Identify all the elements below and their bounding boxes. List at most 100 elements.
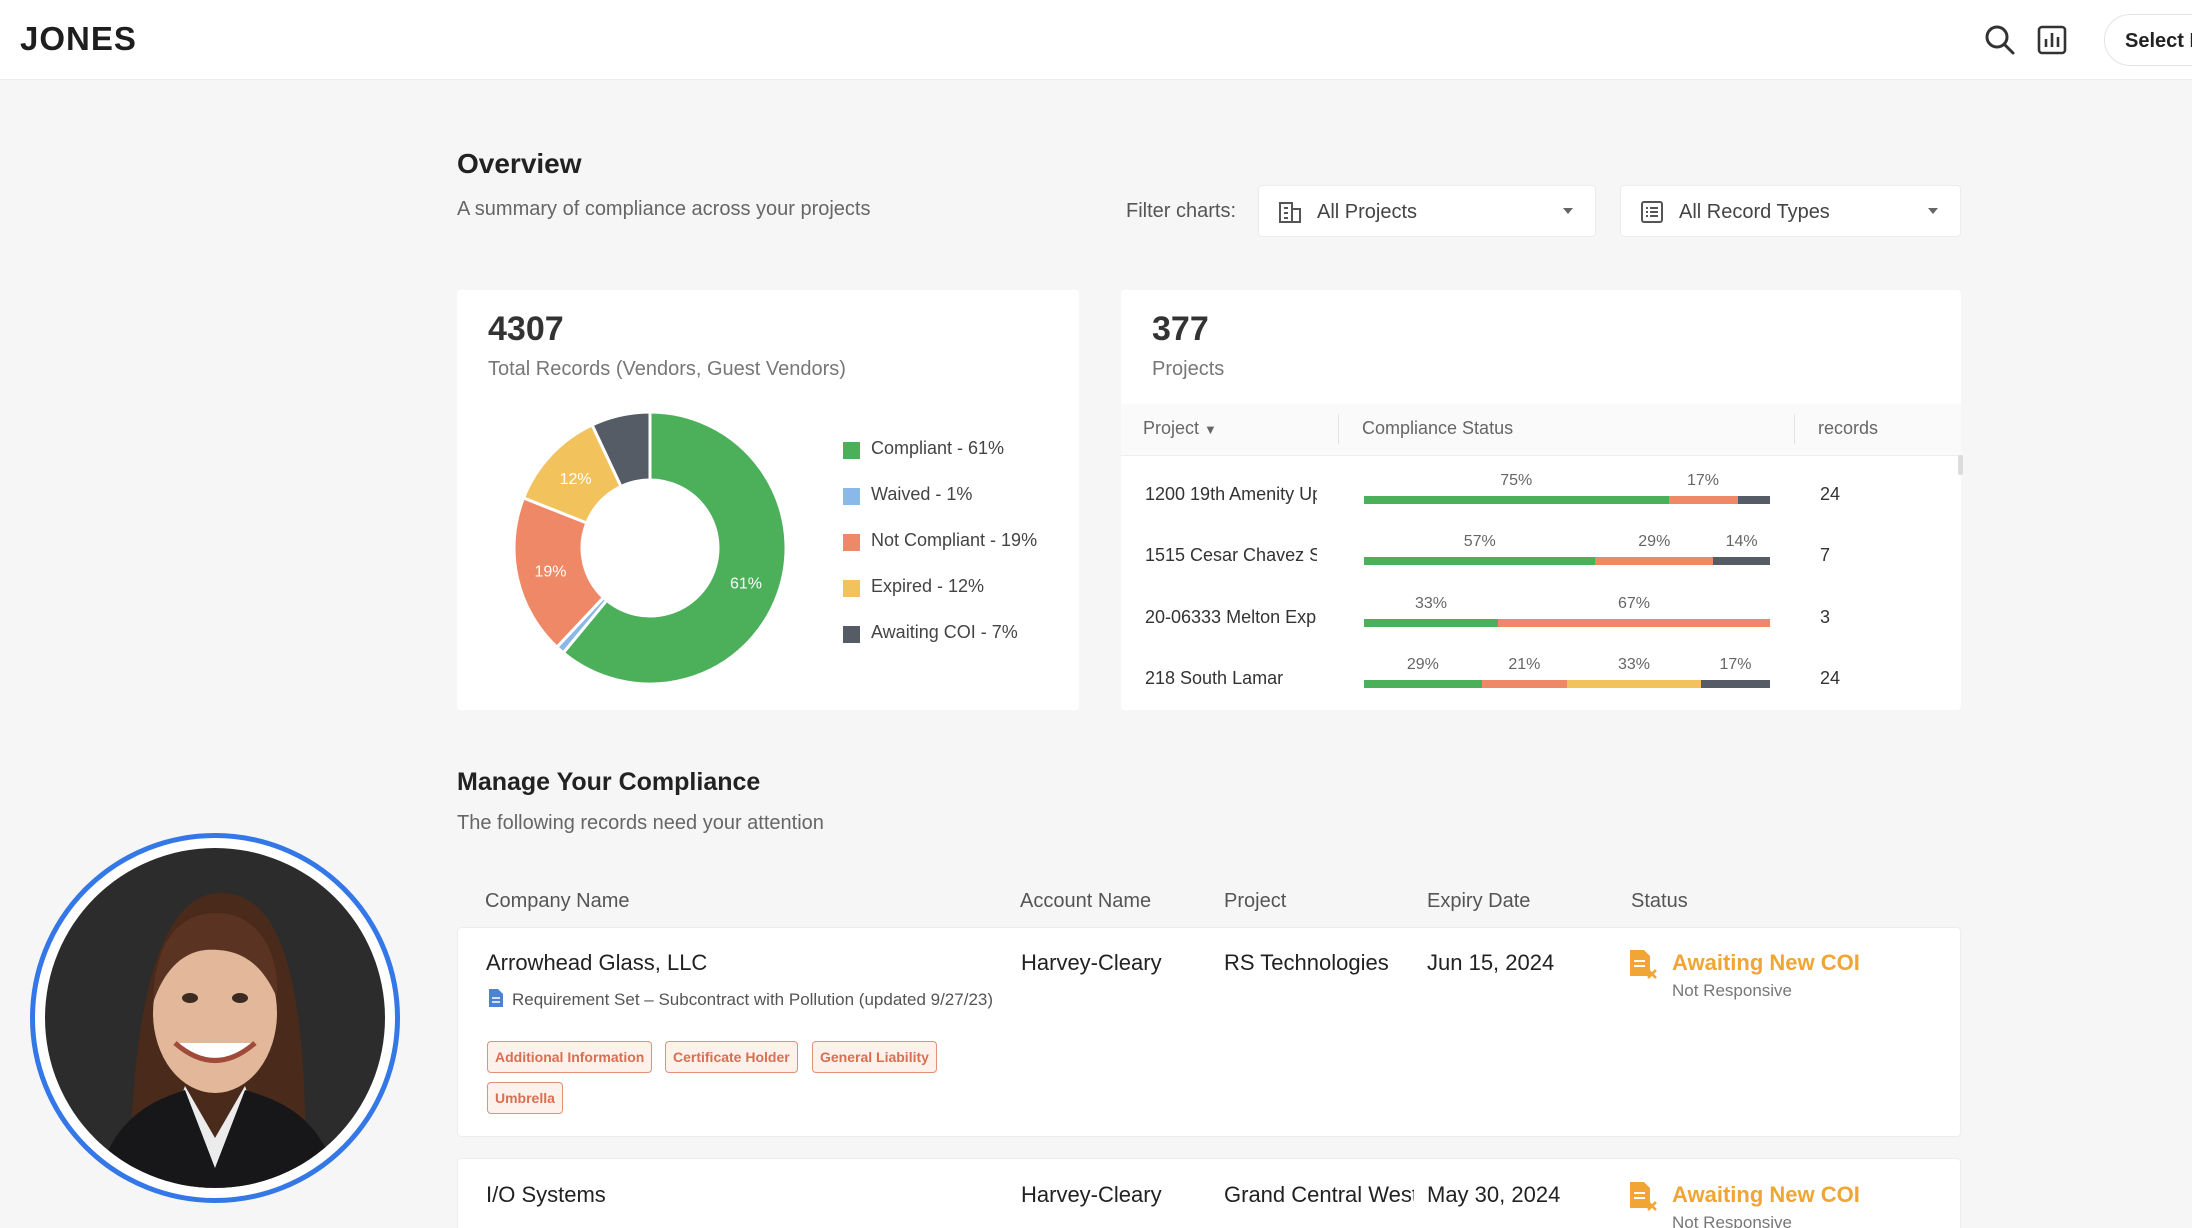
records-donut-chart: 61% 19% 12%: [512, 410, 788, 686]
status-label[interactable]: Awaiting New COI: [1672, 1182, 1860, 1207]
legend-swatch: [843, 488, 860, 505]
sort-down-icon: ▼: [1204, 422, 1217, 437]
table-row[interactable]: [457, 1158, 1961, 1228]
status-header[interactable]: Status: [1631, 890, 1688, 912]
project-row-name[interactable]: 218 South Lamar: [1145, 668, 1284, 688]
projects-count: 377: [1152, 310, 1209, 348]
projects-label: Projects: [1152, 358, 1225, 380]
records-column-header: records: [1818, 418, 1879, 438]
project-filter-value: All Projects: [1317, 201, 1418, 223]
project-row-records: 24: [1820, 484, 1841, 504]
manage-title: Manage Your Compliance: [457, 768, 761, 796]
account-name: Harvey-Cleary: [1021, 950, 1162, 975]
legend-swatch: [843, 626, 860, 643]
document-warning-icon: [1628, 1180, 1658, 1217]
search-icon[interactable]: [1982, 22, 2018, 58]
compliance-bar-segment-compliant[interactable]: [1364, 496, 1669, 504]
company-name[interactable]: I/O Systems: [486, 1182, 606, 1207]
project-column-header[interactable]: Project ▼: [1143, 418, 1217, 438]
project-filter-dropdown[interactable]: All Projects: [1258, 185, 1596, 237]
column-divider: [1794, 414, 1795, 444]
filter-charts-label: Filter charts:: [1126, 200, 1237, 222]
status-sublabel: Not Responsive: [1672, 1213, 1793, 1228]
compliance-bar-label: 29%: [1638, 533, 1671, 550]
legend-label: Expired - 12%: [871, 576, 985, 596]
compliance-bar-label: 17%: [1686, 472, 1720, 489]
compliance-bar-segment-expired[interactable]: [1567, 680, 1701, 688]
tag-badge[interactable]: General Liability: [812, 1041, 937, 1073]
compliance-bar-label: 17%: [1719, 656, 1752, 673]
project-row-name[interactable]: 1200 19th Amenity Upgrade: [1145, 484, 1317, 504]
project-row-records: 3: [1820, 607, 1831, 627]
status-sublabel: Not Responsive: [1672, 981, 1793, 1000]
building-icon: [1277, 199, 1303, 230]
project-name[interactable]: RS Technologies: [1224, 950, 1389, 975]
legend-swatch: [843, 580, 860, 597]
record-type-filter-value: All Record Types: [1679, 201, 1830, 223]
total-records-label: Total Records (Vendors, Guest Vendors): [488, 358, 846, 380]
project-row-name[interactable]: 20-06333 Melton Expansion: [1145, 607, 1317, 627]
compliance-bar-label: 75%: [1500, 472, 1533, 489]
avatar: [45, 848, 385, 1188]
compliance-bar-segment-awaiting[interactable]: [1700, 680, 1770, 688]
projects-scrollbar[interactable]: [1958, 455, 1963, 475]
account-name: Harvey-Cleary: [1021, 1182, 1162, 1207]
compliance-bar-segment-compliant[interactable]: [1364, 619, 1498, 627]
donut-slice-label: 61%: [730, 576, 762, 593]
document-warning-icon: [1628, 948, 1658, 985]
top-bar: JONES Select Project: [0, 0, 2192, 80]
projects-table-header: [1121, 404, 1961, 456]
tag-badge[interactable]: Certificate Holder: [665, 1041, 798, 1073]
compliance-bar-segment-compliant[interactable]: [1364, 680, 1482, 688]
reports-icon[interactable]: [2034, 22, 2070, 58]
project-header[interactable]: Project: [1224, 890, 1287, 912]
legend-label: Waived - 1%: [871, 484, 973, 504]
manage-subtitle: The following records need your attentio…: [457, 812, 824, 834]
project-row-name[interactable]: 1515 Cesar Chavez Splash Pad: [1145, 545, 1317, 565]
compliance-bar-label: 33%: [1414, 595, 1447, 612]
donut-slice-label: 19%: [534, 563, 566, 580]
chevron-down-icon: [1563, 208, 1573, 214]
company-name[interactable]: Arrowhead Glass, LLC: [486, 950, 708, 975]
status-label[interactable]: Awaiting New COI: [1672, 950, 1860, 975]
compliance-bar-label: 33%: [1617, 656, 1650, 673]
project-row-records: 24: [1820, 668, 1841, 688]
requirement-set[interactable]: Requirement Set – Subcontract with Pollu…: [512, 990, 994, 1009]
compliance-bar-label: 14%: [1725, 533, 1758, 550]
overview-title: Overview: [457, 148, 582, 179]
project-name[interactable]: Grand Central West: [1224, 1182, 1414, 1207]
column-divider: [1338, 414, 1339, 444]
document-icon: [488, 988, 504, 1013]
expiry-date-header[interactable]: Expiry Date: [1427, 890, 1531, 912]
compliance-bar-label: 21%: [1508, 656, 1541, 673]
compliance-status-column-header: Compliance Status: [1362, 418, 1514, 438]
compliance-bar-segment-awaiting[interactable]: [1737, 496, 1770, 504]
compliance-bar-segment-not-compliant[interactable]: [1595, 557, 1714, 565]
tag-badge[interactable]: Umbrella: [487, 1082, 563, 1114]
company-name-header[interactable]: Company Name: [485, 890, 630, 912]
compliance-bar-segment-not-compliant[interactable]: [1497, 619, 1770, 627]
table-row[interactable]: [457, 927, 1961, 1137]
compliance-bar-segment-not-compliant[interactable]: [1668, 496, 1738, 504]
compliance-bar-segment-not-compliant[interactable]: [1481, 680, 1567, 688]
select-project-button[interactable]: Select Project: [2104, 14, 2192, 66]
record-type-filter-dropdown[interactable]: All Record Types: [1620, 185, 1961, 237]
list-icon: [1639, 199, 1665, 230]
expiry-date: May 30, 2024: [1427, 1182, 1561, 1207]
compliance-bar-segment-compliant[interactable]: [1364, 557, 1596, 565]
donut-slice-compliant[interactable]: [561, 410, 788, 686]
donut-slice-awaiting-coi[interactable]: [590, 410, 652, 489]
legend-label: Awaiting COI - 7%: [871, 622, 1018, 642]
tag-badge[interactable]: Additional Information: [487, 1041, 653, 1073]
donut-slice-label: 12%: [560, 471, 592, 488]
chevron-down-icon: [1928, 208, 1938, 214]
overview-subtitle: A summary of compliance across your proj…: [457, 198, 871, 220]
expiry-date: Jun 15, 2024: [1427, 950, 1555, 975]
compliance-bar-segment-awaiting[interactable]: [1713, 557, 1770, 565]
total-records-count: 4307: [488, 310, 564, 348]
compliance-bar-label: 67%: [1617, 595, 1650, 612]
app-logo[interactable]: JONES: [20, 20, 137, 57]
legend-swatch: [843, 442, 860, 459]
donut-slice-not-compliant[interactable]: [512, 495, 606, 650]
account-name-header[interactable]: Account Name: [1020, 890, 1152, 912]
